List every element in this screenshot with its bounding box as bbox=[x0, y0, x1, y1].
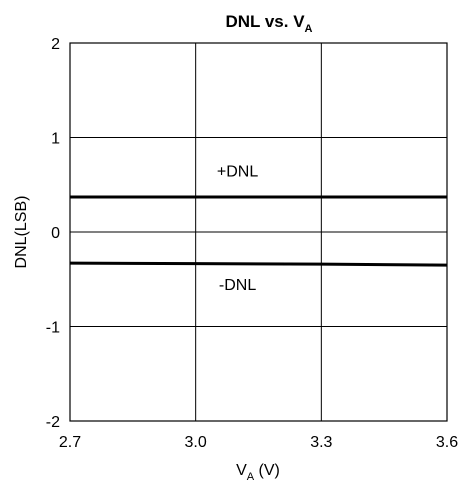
annotation-group: +DNL -DNL bbox=[217, 164, 258, 294]
x-tick-label: 3.0 bbox=[185, 434, 207, 451]
y-tick-label: -2 bbox=[46, 414, 60, 431]
y-tick-label: 1 bbox=[51, 131, 60, 148]
y-tick-label: 2 bbox=[51, 36, 60, 53]
x-tick-labels: 2.7 3.0 3.3 3.6 bbox=[59, 434, 458, 451]
y-tick-label: 0 bbox=[51, 225, 60, 242]
chart-title: DNL vs. VA bbox=[225, 12, 312, 35]
y-tick-labels: 2 1 0 -1 -2 bbox=[46, 36, 60, 431]
series-group bbox=[69, 195, 448, 267]
y-axis-label: DNL(LSB) bbox=[13, 196, 30, 269]
series-line bbox=[69, 261, 448, 267]
series-label: -DNL bbox=[219, 277, 256, 294]
x-tick-label: 3.6 bbox=[436, 434, 458, 451]
series-label: +DNL bbox=[217, 164, 258, 181]
x-axis-label: VA (V) bbox=[236, 462, 280, 483]
plot-frame bbox=[69, 42, 448, 422]
grid-lines bbox=[70, 43, 447, 421]
x-tick-label: 2.7 bbox=[59, 434, 81, 451]
y-tick-label: -1 bbox=[46, 320, 60, 337]
x-tick-label: 3.3 bbox=[310, 434, 332, 451]
